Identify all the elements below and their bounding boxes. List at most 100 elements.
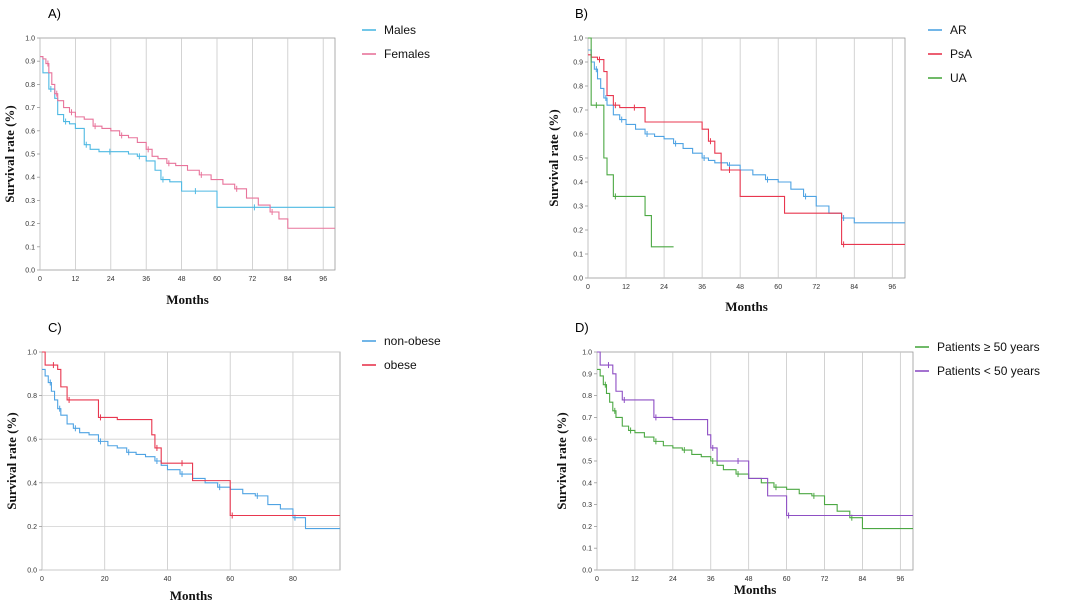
y-axis-title: Survival rate (%) — [4, 412, 19, 509]
y-tick-label: 0.5 — [582, 459, 592, 466]
x-tick-label: 12 — [622, 284, 630, 291]
x-tick-label: 0 — [595, 576, 599, 583]
y-tick-label: 0.6 — [582, 437, 592, 444]
x-axis-title: Months — [166, 292, 209, 307]
y-axis-title: Survival rate (%) — [554, 412, 569, 509]
x-tick-label: 0 — [38, 276, 42, 283]
panel-label-d: D) — [575, 320, 589, 335]
x-tick-label: 60 — [774, 284, 782, 291]
y-tick-label: 1.0 — [27, 350, 37, 357]
x-tick-label: 72 — [249, 276, 257, 283]
x-tick-label: 0 — [586, 284, 590, 291]
y-tick-label: 0.8 — [573, 84, 583, 91]
x-tick-label: 60 — [226, 576, 234, 583]
x-tick-label: 84 — [284, 276, 292, 283]
y-tick-label: 1.0 — [25, 36, 35, 43]
panel-label-c: C) — [48, 320, 62, 335]
x-tick-label: 12 — [631, 576, 639, 583]
y-tick-label: 0.2 — [27, 524, 37, 531]
y-tick-label: 0.0 — [27, 568, 37, 575]
y-tick-label: 0.0 — [573, 276, 583, 283]
y-tick-label: 0.7 — [582, 415, 592, 422]
y-tick-label: 0.5 — [25, 152, 35, 159]
plot-area-a — [39, 37, 336, 271]
y-tick-label: 0.6 — [25, 128, 35, 135]
series-line-b-2 — [588, 37, 674, 248]
x-axis-title: Months — [725, 299, 768, 314]
y-tick-label: 0.8 — [582, 393, 592, 400]
x-tick-label: 60 — [783, 576, 791, 583]
series-line-b-1 — [588, 54, 905, 245]
x-tick-label: 84 — [859, 576, 867, 583]
x-axis-title: Months — [170, 588, 213, 603]
series-line-d-0 — [597, 368, 913, 530]
y-tick-label: 1.0 — [573, 36, 583, 43]
x-tick-label: 12 — [72, 276, 80, 283]
y-axis-title: Survival rate (%) — [2, 105, 17, 202]
y-tick-label: 0.9 — [573, 60, 583, 67]
x-tick-label: 96 — [888, 284, 896, 291]
plot-area-d — [596, 351, 914, 571]
legend-label-b-0: AR — [950, 23, 967, 37]
y-tick-label: 0.4 — [27, 480, 37, 487]
legend-label-b-1: PsA — [950, 47, 972, 61]
legend-label-c-0: non-obese — [384, 334, 441, 348]
y-tick-label: 0.4 — [25, 175, 35, 182]
x-tick-label: 36 — [698, 284, 706, 291]
x-tick-label: 72 — [812, 284, 820, 291]
y-tick-label: 0.8 — [25, 82, 35, 89]
y-tick-label: 0.0 — [25, 268, 35, 275]
x-tick-label: 24 — [107, 276, 115, 283]
panel-label-b: B) — [575, 6, 588, 21]
plot-area-b — [587, 37, 906, 279]
legend-label-d-0: Patients ≥ 50 years — [937, 340, 1040, 354]
x-tick-label: 72 — [821, 576, 829, 583]
x-axis-title: Months — [734, 582, 777, 597]
y-tick-label: 0.1 — [573, 252, 583, 259]
y-tick-label: 0.9 — [25, 59, 35, 66]
legend-label-b-2: UA — [950, 71, 967, 85]
chart-c: 0 20 40 60 80 0.0 0.2 0.4 0.6 0.8 1.0 Months Surviva… — [4, 334, 441, 603]
x-tick-label: 96 — [319, 276, 327, 283]
y-tick-label: 0.4 — [582, 480, 592, 487]
x-tick-label: 40 — [164, 576, 172, 583]
x-tick-label: 96 — [896, 576, 904, 583]
y-tick-label: 0.4 — [573, 180, 583, 187]
legend-label-a-1: Females — [384, 47, 430, 61]
x-tick-label: 60 — [213, 276, 221, 283]
series-line-a-1 — [40, 56, 335, 229]
x-tick-label: 20 — [101, 576, 109, 583]
series-line-b-0 — [588, 49, 905, 224]
x-tick-label: 48 — [745, 576, 753, 583]
y-tick-label: 0.1 — [582, 546, 592, 553]
y-tick-label: 0.2 — [582, 524, 592, 531]
chart-d: 0 12 24 36 48 60 72 84 96 0.0 0.1 0.2 0.3 0.4 0.5 0.6 0.… — [554, 340, 1040, 597]
y-tick-label: 0.3 — [573, 204, 583, 211]
x-tick-label: 36 — [707, 576, 715, 583]
series-line-c-1 — [42, 351, 340, 517]
y-tick-label: 0.0 — [582, 568, 592, 575]
x-tick-label: 48 — [178, 276, 186, 283]
chart-b: 0 12 24 36 48 60 72 84 96 0.0 0.1 0.2 0.3 0.4 0.5 0.6 0.… — [546, 23, 972, 314]
x-tick-label: 24 — [669, 576, 677, 583]
y-tick-label: 0.7 — [25, 105, 35, 112]
y-tick-label: 0.1 — [25, 244, 35, 251]
y-tick-label: 0.2 — [573, 228, 583, 235]
y-tick-label: 1.0 — [582, 350, 592, 357]
chart-a: 0 12 24 36 48 60 72 84 96 0.0 0.1 0.2 0.3 0.4 0.5 0.6 0.… — [2, 23, 430, 307]
y-tick-label: 0.9 — [582, 371, 592, 378]
series-line-d-1 — [597, 351, 913, 517]
y-tick-label: 0.3 — [582, 502, 592, 509]
legend-label-a-0: Males — [384, 23, 416, 37]
y-tick-label: 0.3 — [25, 198, 35, 205]
y-tick-label: 0.2 — [25, 221, 35, 228]
plot-area-c — [41, 351, 341, 571]
x-tick-label: 84 — [850, 284, 858, 291]
x-tick-label: 24 — [660, 284, 668, 291]
series-line-c-0 — [42, 368, 340, 530]
y-tick-label: 0.8 — [27, 393, 37, 400]
y-tick-label: 0.5 — [573, 156, 583, 163]
y-tick-label: 0.6 — [573, 132, 583, 139]
panel-label-a: A) — [48, 6, 61, 21]
